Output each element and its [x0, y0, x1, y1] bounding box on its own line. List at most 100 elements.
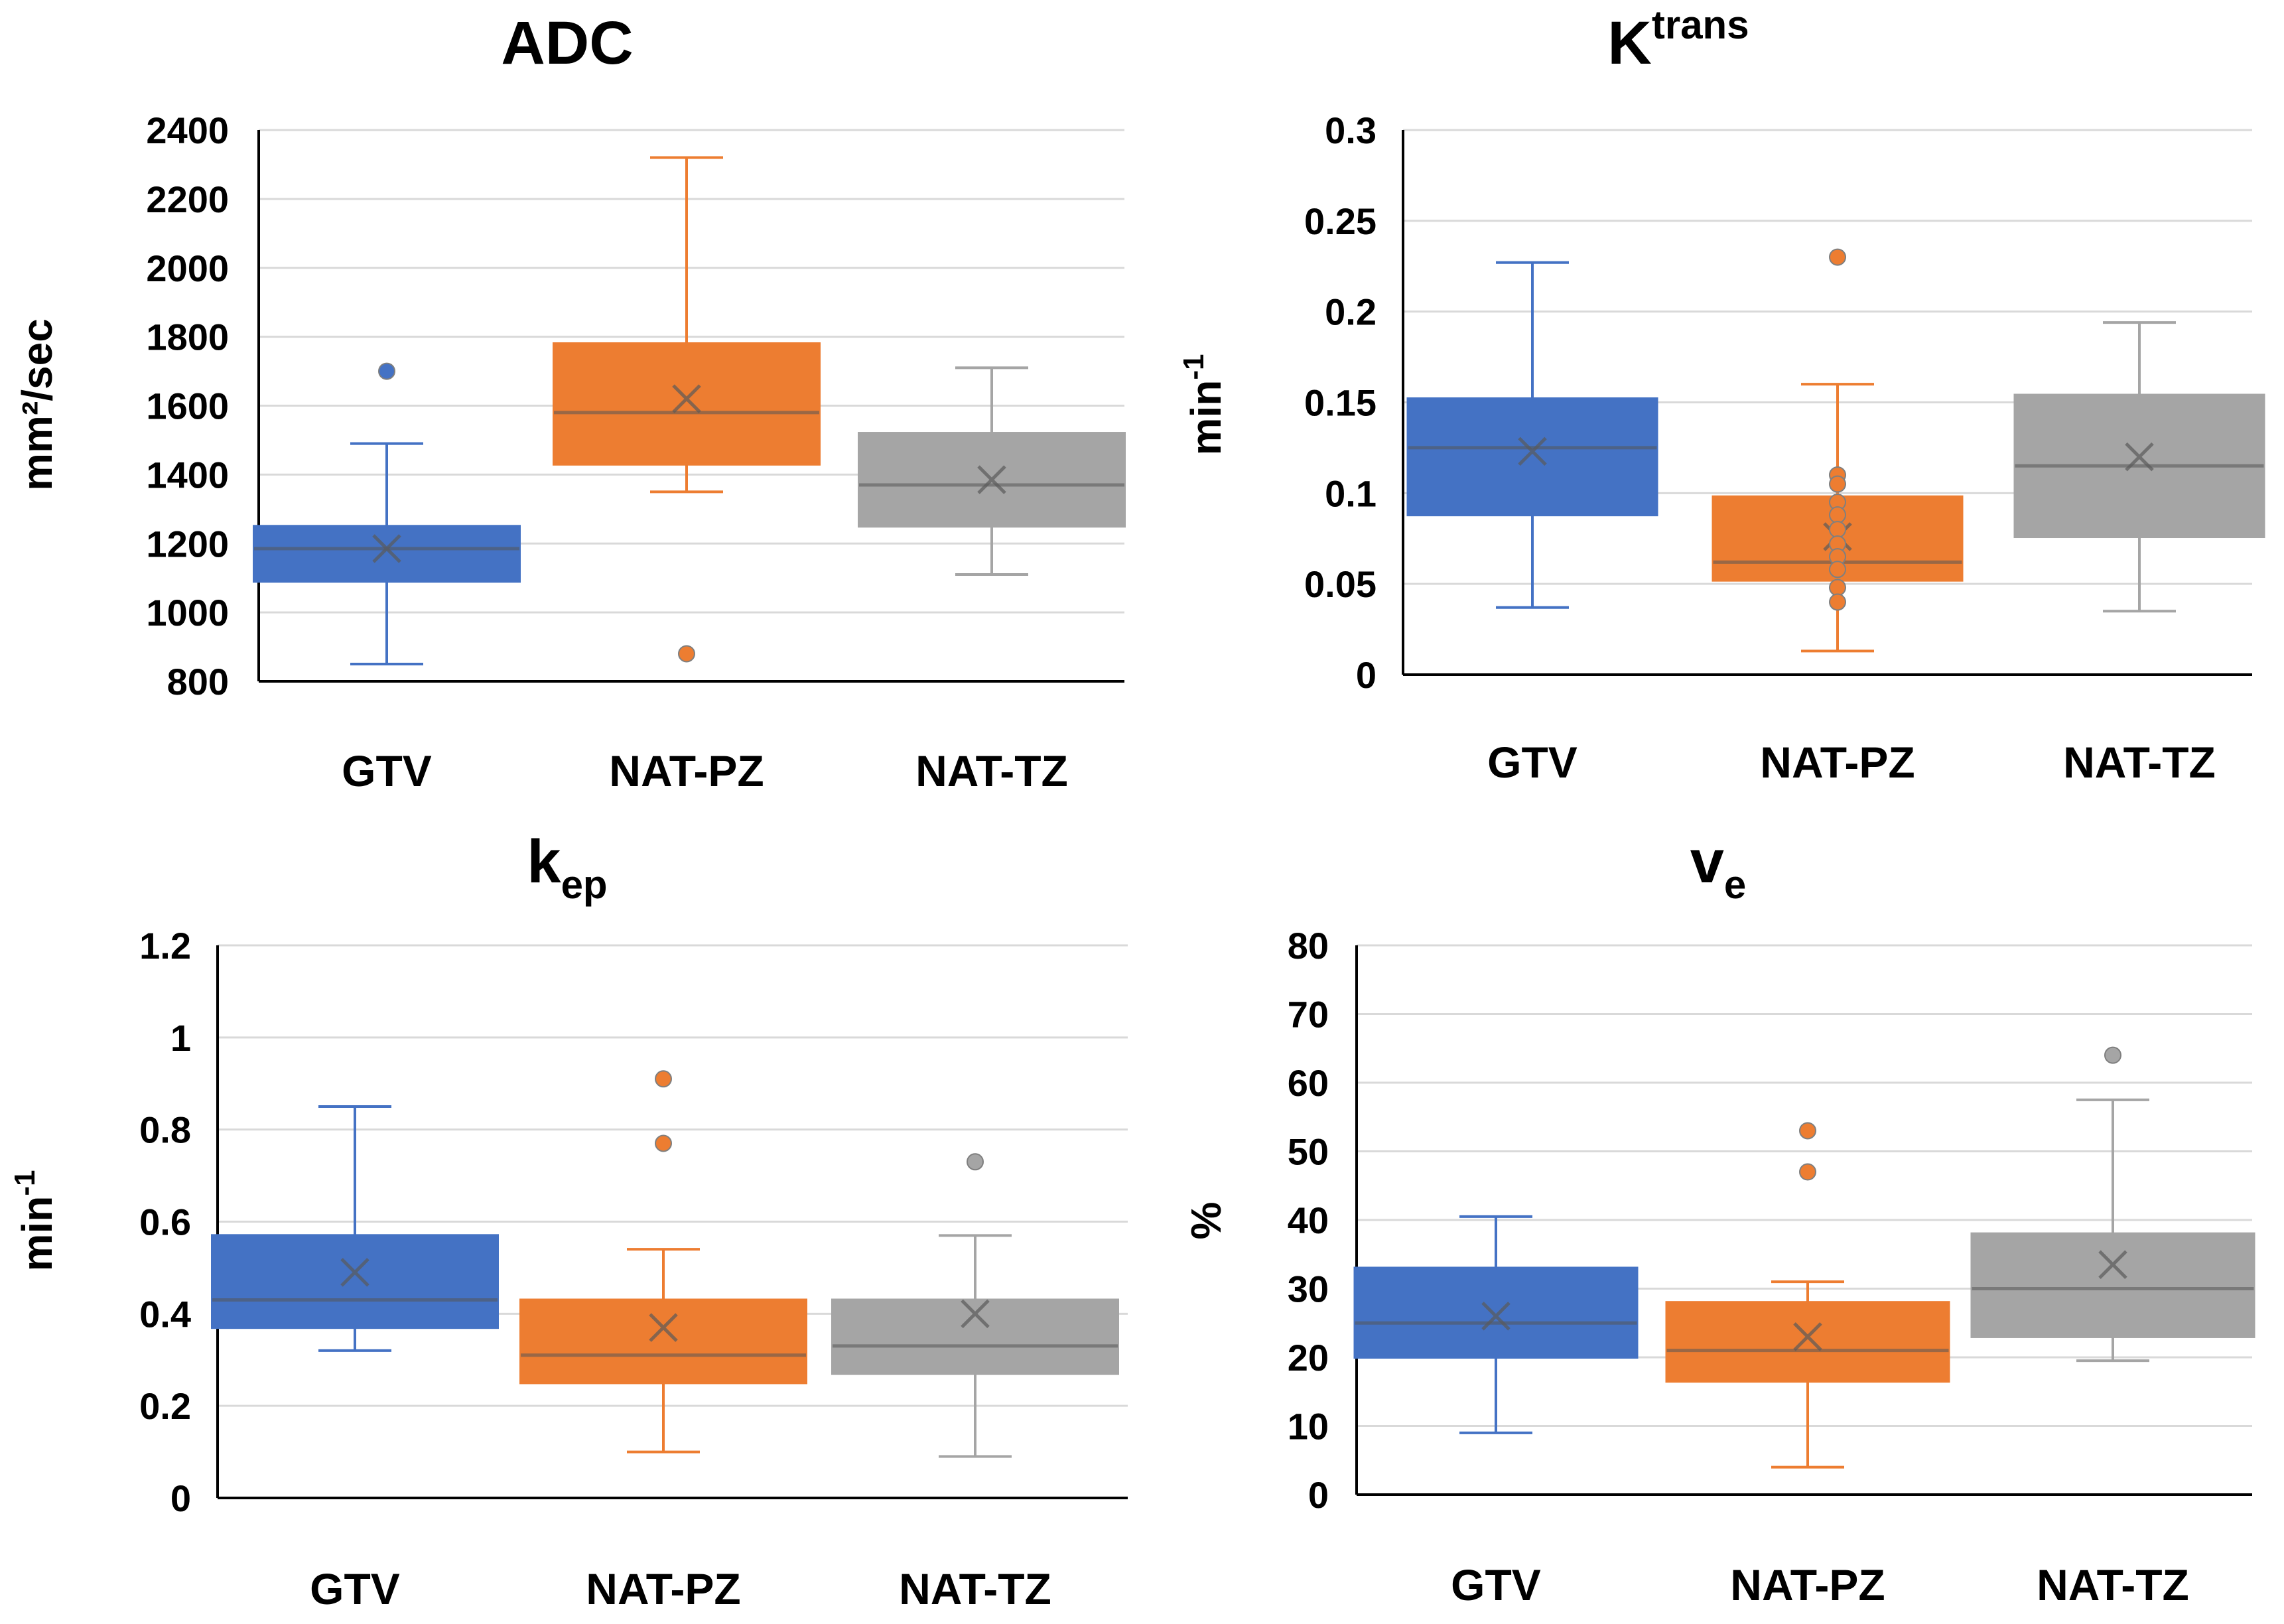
chart-title: ve — [1690, 828, 1747, 907]
chart-panel-4: ve 80 70 60 50 40 30 20 10 0% GTV NAT-PZ NAT-TZ — [1182, 828, 2255, 1609]
y-tick-label: 50 — [1288, 1131, 1329, 1173]
iqr-box — [1970, 1232, 2255, 1338]
box-nat-pz — [1712, 248, 1964, 653]
y-axis-label: min-1 — [1177, 354, 1230, 456]
box-gtv — [253, 362, 521, 666]
y-tick-label: 0 — [1308, 1474, 1329, 1516]
y-tick-label: 10 — [1288, 1406, 1329, 1448]
y-tick-label: 0 — [170, 1477, 191, 1519]
iqr-box — [553, 342, 821, 466]
x-category-label: NAT-TZ — [2063, 738, 2216, 787]
y-tick-label: 1400 — [146, 454, 229, 496]
y-axis-label: % — [1182, 1202, 1230, 1240]
y-tick-label: 0.1 — [1325, 472, 1377, 514]
box-nat-pz — [553, 156, 821, 663]
y-tick-label: 1200 — [146, 523, 229, 565]
outlier-point — [967, 1153, 984, 1171]
y-tick-label: 60 — [1288, 1062, 1329, 1104]
x-category-label: NAT-PZ — [1760, 738, 1915, 787]
x-category-label: NAT-PZ — [1730, 1560, 1885, 1609]
box-nat-pz — [519, 1070, 807, 1454]
y-tick-label: 2000 — [146, 247, 229, 289]
iqr-box — [519, 1298, 807, 1385]
outlier-point — [1799, 1122, 1816, 1140]
box-gtv — [1353, 1215, 1639, 1434]
y-tick-label: 2400 — [146, 109, 229, 151]
y-tick-label: 0.2 — [139, 1385, 191, 1427]
mean-marker — [372, 534, 401, 563]
outlier-point — [678, 645, 695, 663]
y-tick-label: 0.15 — [1304, 382, 1377, 424]
x-category-label: GTV — [310, 1564, 400, 1613]
y-tick-label: 80 — [1288, 925, 1329, 967]
y-tick-label: 0.4 — [139, 1293, 191, 1335]
y-tick-label: 20 — [1288, 1337, 1329, 1379]
outlier-point — [2104, 1046, 2121, 1064]
mean-marker — [1518, 437, 1547, 466]
iqr-box — [1353, 1266, 1639, 1359]
y-tick-label: 2200 — [146, 178, 229, 220]
y-tick-label: 0.25 — [1304, 200, 1377, 242]
y-tick-label: 1000 — [146, 592, 229, 634]
chart-title: ADC — [501, 9, 633, 77]
chart-panel-1: ADC 2400 2200 2000 1800 1600 1400 1200 1000 800 mm… — [13, 9, 1126, 795]
box-nat-tz — [2013, 321, 2265, 613]
chart-panel-2: Ktrans 0.3 0.25 0.2 0.15 0.1 0.05 0 min-1 GTV NAT-… — [1177, 3, 2265, 787]
chart-panel-3: kep 1.2 1 0.8 0.6 0.4 0.2 0 min-1 GTV NAT-PZ NAT-TZ — [9, 828, 1128, 1613]
outlier-point — [655, 1134, 672, 1152]
mean-marker — [1481, 1302, 1511, 1331]
iqr-box — [831, 1298, 1119, 1375]
y-tick-label: 70 — [1288, 994, 1329, 1036]
y-tick-label: 30 — [1288, 1268, 1329, 1310]
box-nat-tz — [1970, 1046, 2255, 1363]
mean-marker — [977, 465, 1006, 494]
outlier-point — [1829, 521, 1846, 539]
outlier-point — [655, 1070, 672, 1088]
x-category-label: NAT-PZ — [586, 1564, 740, 1613]
y-tick-label: 0.3 — [1325, 109, 1377, 151]
outlier-point — [1799, 1163, 1816, 1181]
outlier-point — [1829, 248, 1846, 266]
box-gtv — [1406, 261, 1658, 609]
iqr-box — [1406, 397, 1658, 517]
x-category-label: NAT-TZ — [2037, 1560, 2189, 1609]
outlier-point — [1829, 475, 1846, 493]
y-tick-label: 0 — [1356, 654, 1377, 696]
mean-marker — [961, 1299, 990, 1329]
y-tick-label: 1600 — [146, 385, 229, 427]
iqr-box — [253, 525, 521, 583]
y-tick-label: 800 — [167, 661, 229, 703]
y-axis-label: min-1 — [9, 1170, 61, 1272]
y-tick-label: 1800 — [146, 316, 229, 358]
y-tick-label: 0.8 — [139, 1109, 191, 1151]
x-category-label: GTV — [1487, 738, 1578, 787]
outlier-point — [378, 362, 395, 380]
mean-marker — [1793, 1322, 1822, 1351]
box-gtv — [211, 1105, 499, 1352]
outlier-point — [1829, 593, 1846, 611]
box-nat-tz — [858, 366, 1126, 576]
y-tick-label: 1 — [170, 1017, 191, 1059]
mean-marker — [649, 1313, 678, 1342]
x-category-label: NAT-TZ — [915, 746, 1068, 795]
y-tick-label: 0.2 — [1325, 291, 1377, 333]
y-tick-label: 0.6 — [139, 1201, 191, 1243]
mean-marker — [2125, 442, 2154, 472]
x-category-label: GTV — [1451, 1560, 1541, 1609]
box-nat-tz — [831, 1153, 1119, 1458]
mean-marker — [2098, 1250, 2127, 1280]
outlier-point — [1829, 506, 1846, 524]
y-tick-label: 0.05 — [1304, 563, 1377, 605]
x-category-label: GTV — [342, 746, 432, 795]
x-category-label: NAT-PZ — [609, 746, 764, 795]
mean-marker — [340, 1258, 369, 1287]
box-nat-pz — [1665, 1122, 1950, 1469]
mean-marker — [672, 384, 701, 413]
iqr-box — [1665, 1301, 1950, 1383]
y-tick-label: 40 — [1288, 1199, 1329, 1241]
outlier-point — [1829, 561, 1846, 578]
chart-title: Ktrans — [1607, 3, 1749, 77]
x-category-label: NAT-TZ — [899, 1564, 1051, 1613]
y-tick-label: 1.2 — [139, 925, 191, 967]
